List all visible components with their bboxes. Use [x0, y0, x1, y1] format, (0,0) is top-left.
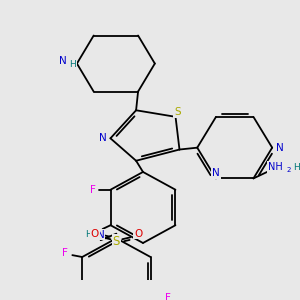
Text: N: N — [212, 168, 220, 178]
Text: S: S — [113, 235, 120, 248]
Text: H: H — [70, 60, 76, 69]
Text: 2: 2 — [287, 167, 291, 173]
Text: N: N — [59, 56, 67, 66]
Text: F: F — [90, 185, 96, 195]
Text: N: N — [99, 133, 106, 143]
Text: NH: NH — [268, 162, 283, 172]
Text: F: F — [165, 293, 171, 300]
Text: N: N — [97, 230, 105, 240]
Text: H: H — [293, 163, 300, 172]
Text: S: S — [174, 107, 181, 117]
Text: N: N — [276, 143, 284, 153]
Text: O: O — [134, 229, 142, 238]
Text: F: F — [61, 248, 68, 258]
Text: H: H — [85, 230, 92, 239]
Text: O: O — [91, 229, 99, 238]
